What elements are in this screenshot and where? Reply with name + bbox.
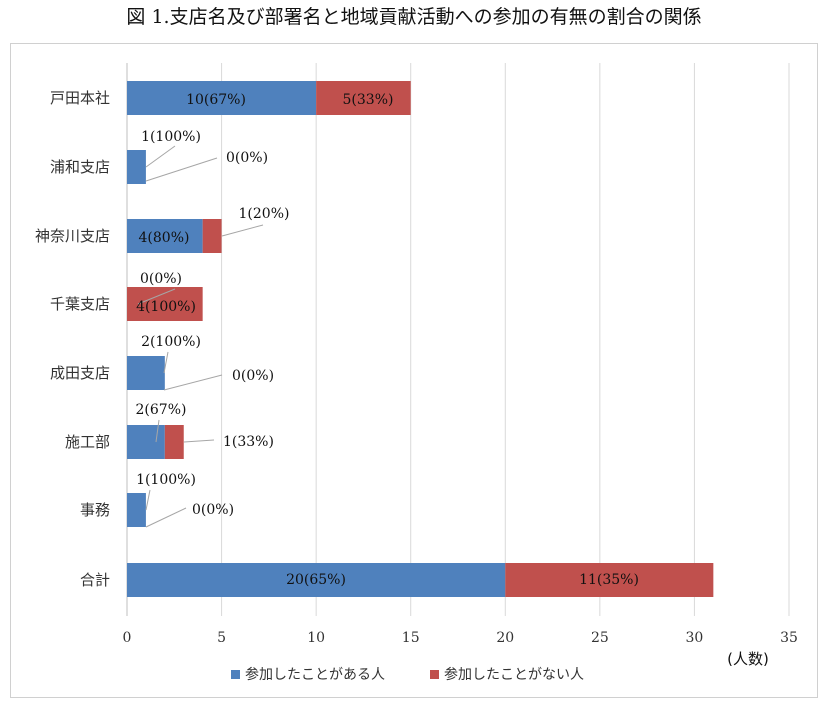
leader-line-participated — [145, 145, 176, 168]
data-label-not-participated: 1(33%) — [223, 434, 274, 450]
category-label: 浦和支店 — [50, 158, 110, 176]
category-label: 千葉支店 — [50, 295, 110, 313]
bar-participated — [127, 81, 317, 115]
leader-line-participated — [155, 419, 160, 443]
x-axis-unit-label: (人数) — [727, 650, 769, 668]
data-label-participated: 4(80%) — [139, 230, 190, 246]
chart-frame — [10, 43, 818, 698]
data-label-not-participated: 5(33%) — [343, 92, 394, 108]
bar-not-participated — [202, 219, 222, 253]
category-label: 成田支店 — [50, 364, 110, 382]
leader-line-not-participated — [145, 157, 218, 182]
data-label-participated: 2(100%) — [141, 334, 201, 350]
category-label: 合計 — [80, 571, 110, 589]
category-label: 施工部 — [65, 433, 110, 451]
x-tick-label-10: 10 — [307, 630, 325, 646]
legend-swatch-participated — [231, 670, 240, 679]
leader-line-not-participated — [163, 374, 223, 391]
category-label: 神奈川支店 — [35, 227, 110, 245]
data-label-participated: 20(65%) — [286, 572, 346, 588]
data-label-not-participated: 4(100%) — [136, 299, 196, 315]
leader-line-not-participated — [183, 439, 215, 443]
bar-not-participated — [164, 425, 184, 459]
legend-swatch-not-participated — [430, 670, 439, 679]
data-label-participated: 1(100%) — [136, 472, 196, 488]
x-tick-label-15: 15 — [402, 630, 420, 646]
data-label-participated: 0(0%) — [140, 271, 182, 287]
bar-participated — [127, 150, 146, 184]
bar-participated — [127, 219, 203, 253]
x-tick-label-20: 20 — [496, 630, 514, 646]
bar-not-participated — [505, 563, 714, 597]
bar-participated — [127, 563, 506, 597]
leader-line-not-participated — [145, 507, 187, 528]
data-label-not-participated: 0(0%) — [232, 368, 274, 384]
category-label: 戸田本社 — [50, 89, 110, 107]
bar-participated — [127, 493, 146, 527]
leader-line-participated — [145, 489, 151, 511]
legend-label-participated: 参加したことがある人 — [245, 666, 385, 683]
data-label-not-participated: 0(0%) — [192, 502, 234, 518]
leader-line-not-participated — [221, 224, 264, 237]
x-tick-label-5: 5 — [217, 630, 226, 646]
data-label-not-participated: 0(0%) — [226, 150, 268, 166]
x-tick-label-35: 35 — [780, 630, 798, 646]
leader-line-participated — [163, 351, 169, 374]
data-label-participated: 2(67%) — [136, 402, 187, 418]
legend-label-not-participated: 参加したことがない人 — [444, 666, 584, 683]
bar-participated — [127, 425, 165, 459]
leader-line-participated — [137, 288, 176, 305]
data-label-not-participated: 1(20%) — [239, 206, 290, 222]
bar-not-participated — [316, 81, 411, 115]
category-label: 事務 — [80, 501, 110, 519]
bar-participated — [127, 356, 165, 390]
data-label-not-participated: 11(35%) — [579, 572, 639, 588]
data-label-participated: 1(100%) — [141, 129, 201, 145]
x-tick-label-30: 30 — [686, 630, 704, 646]
data-label-participated: 10(67%) — [186, 92, 246, 108]
x-tick-label-0: 0 — [123, 630, 132, 646]
chart-title: 図 1.支店名及び部署名と地域貢献活動への参加の有無の割合の関係 — [126, 6, 702, 28]
x-tick-label-25: 25 — [591, 630, 609, 646]
